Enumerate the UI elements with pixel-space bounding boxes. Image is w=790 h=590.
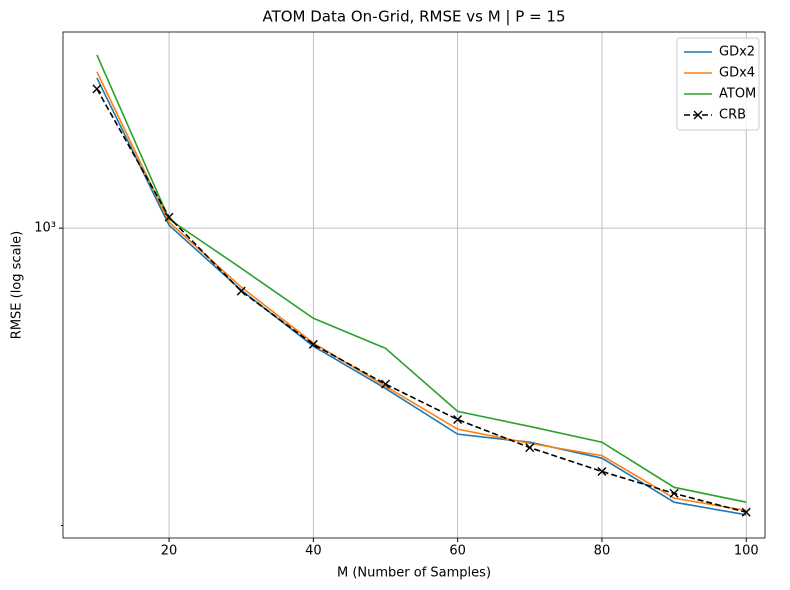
x-tick-label: 40 [305,544,322,559]
marker [597,466,607,476]
marker [381,379,390,389]
series-line [96,54,747,503]
series-line [96,77,747,516]
x-tick-label: 100 [734,544,759,559]
legend-marker [693,110,703,120]
chart-title: ATOM Data On-Grid, RMSE vs M | P = 15 [262,8,565,26]
x-tick-label: 20 [161,544,178,559]
marker [669,488,679,498]
y-axis-label: RMSE (log scale) [10,231,25,339]
legend-label: GDx4 [719,66,755,81]
marker [164,212,174,222]
legend-label: GDx2 [719,45,755,60]
plot-frame [62,31,766,539]
marker [741,507,751,517]
legend-box [676,37,760,131]
marker [236,286,246,296]
marker [92,84,102,94]
x-tick-label: 60 [449,544,466,559]
legend-label: CRB [719,108,746,123]
marker [308,339,318,349]
marker [453,415,463,425]
legend-label: ATOM [719,87,756,102]
marker [525,443,535,453]
series-line [96,88,747,513]
y-tick-label: 10³ [34,221,56,236]
x-tick-label: 80 [594,544,611,559]
x-axis-label: M (Number of Samples) [337,566,491,581]
